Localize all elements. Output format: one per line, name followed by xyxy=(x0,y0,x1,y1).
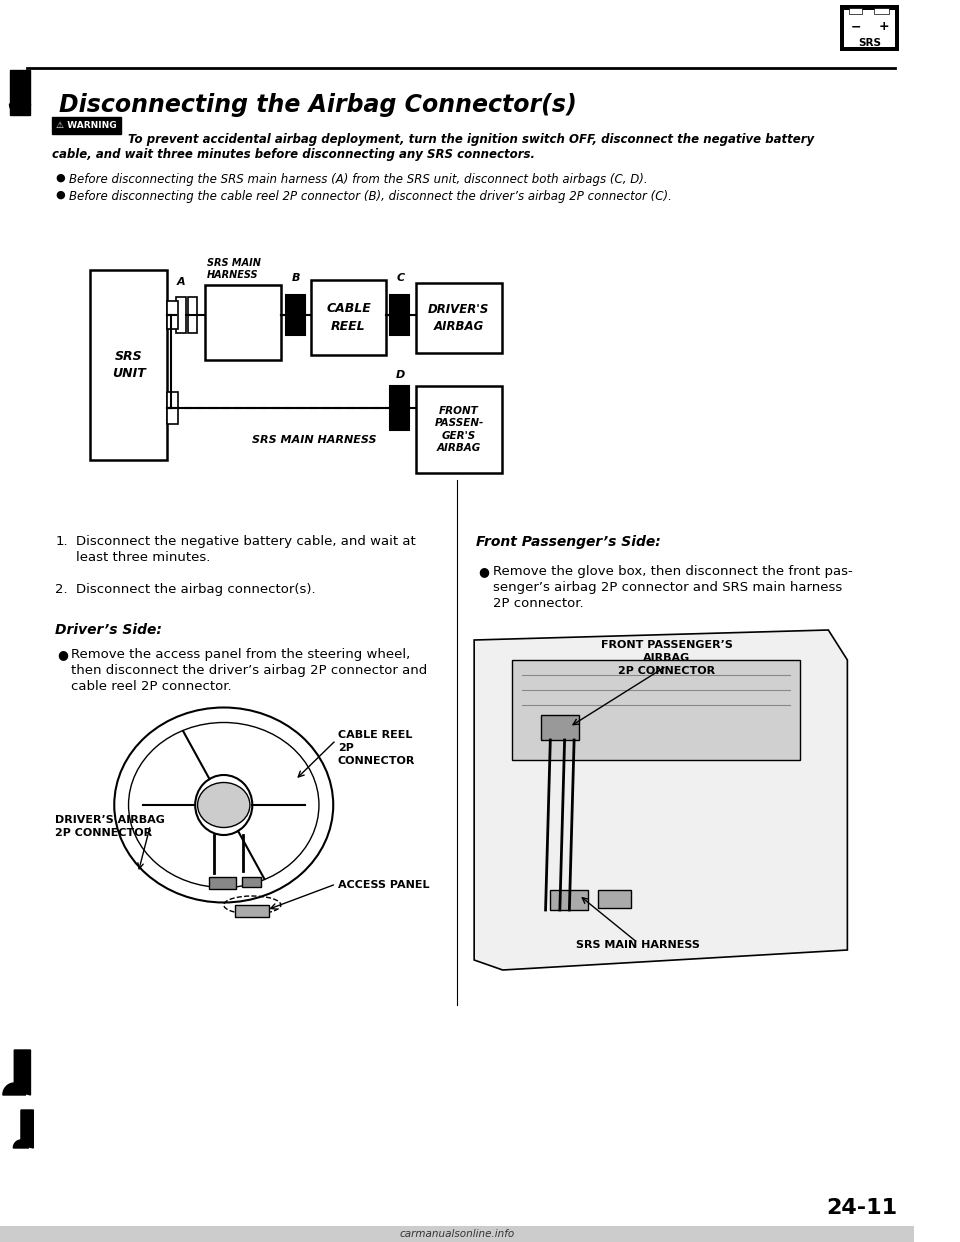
Text: Front Passenger’s Side:: Front Passenger’s Side: xyxy=(476,535,660,549)
Text: B: B xyxy=(292,273,300,283)
Polygon shape xyxy=(14,1049,31,1095)
Text: Disconnecting the Airbag Connector(s): Disconnecting the Airbag Connector(s) xyxy=(59,93,577,117)
Ellipse shape xyxy=(198,782,250,827)
Bar xyxy=(209,877,236,889)
Text: CABLE
REEL: CABLE REEL xyxy=(326,303,371,333)
Bar xyxy=(513,660,800,760)
Bar xyxy=(416,283,502,353)
Text: D: D xyxy=(396,370,405,380)
Bar xyxy=(401,386,409,430)
Text: SRS
UNIT: SRS UNIT xyxy=(111,350,145,380)
Text: least three minutes.: least three minutes. xyxy=(76,551,210,564)
Bar xyxy=(296,296,304,335)
Bar xyxy=(235,905,270,917)
Text: FRONT PASSENGER’S: FRONT PASSENGER’S xyxy=(601,640,732,650)
Text: then disconnect the driver’s airbag 2P connector and: then disconnect the driver’s airbag 2P c… xyxy=(71,664,427,677)
Text: Disconnect the airbag connector(s).: Disconnect the airbag connector(s). xyxy=(76,582,316,596)
Text: DRIVER'S
AIRBAG: DRIVER'S AIRBAG xyxy=(428,303,490,333)
Text: senger’s airbag 2P connector and SRS main harness: senger’s airbag 2P connector and SRS mai… xyxy=(493,581,843,594)
Bar xyxy=(167,301,178,329)
Bar xyxy=(204,284,281,360)
Text: 24-11: 24-11 xyxy=(827,1199,898,1218)
Bar xyxy=(53,117,121,134)
Text: SRS MAIN HARNESS: SRS MAIN HARNESS xyxy=(576,940,700,950)
Bar xyxy=(550,891,588,910)
Bar xyxy=(10,70,31,116)
Text: SRS MAIN HARNESS: SRS MAIN HARNESS xyxy=(252,435,376,445)
Text: Disconnect the negative battery cable, and wait at: Disconnect the negative battery cable, a… xyxy=(76,535,416,548)
Bar xyxy=(391,296,399,335)
Text: FRONT
PASSEN-
GER'S
AIRBAG: FRONT PASSEN- GER'S AIRBAG xyxy=(434,406,484,453)
Bar xyxy=(874,7,889,14)
Text: ⚠ WARNING: ⚠ WARNING xyxy=(57,120,117,130)
Text: 2.: 2. xyxy=(56,582,68,596)
Polygon shape xyxy=(474,630,848,970)
Bar xyxy=(416,386,502,473)
Text: +: + xyxy=(878,21,889,34)
Bar xyxy=(311,279,386,355)
Text: 2P connector.: 2P connector. xyxy=(493,597,584,610)
Bar xyxy=(0,1226,914,1242)
Text: CONNECTOR: CONNECTOR xyxy=(338,756,416,766)
Text: cable, and wait three minutes before disconnecting any SRS connectors.: cable, and wait three minutes before dis… xyxy=(53,148,536,161)
Text: ●: ● xyxy=(56,173,65,183)
Bar xyxy=(844,10,895,47)
Text: ●: ● xyxy=(56,190,65,200)
Polygon shape xyxy=(10,104,31,116)
Text: AIRBAG: AIRBAG xyxy=(643,653,690,663)
Polygon shape xyxy=(21,1110,34,1148)
Text: ACCESS PANEL: ACCESS PANEL xyxy=(338,881,429,891)
Bar xyxy=(850,7,862,14)
Text: ●: ● xyxy=(478,565,489,578)
Text: 2P: 2P xyxy=(338,743,354,753)
Bar xyxy=(242,877,261,887)
Text: 2P CONNECTOR: 2P CONNECTOR xyxy=(56,828,153,838)
Bar xyxy=(286,296,294,335)
Text: CABLE REEL: CABLE REEL xyxy=(338,730,413,740)
Text: 1.: 1. xyxy=(56,535,68,548)
Text: cable reel 2P connector.: cable reel 2P connector. xyxy=(71,681,232,693)
Text: Before disconnecting the SRS main harness (A) from the SRS unit, disconnect both: Before disconnecting the SRS main harnes… xyxy=(68,173,647,186)
Bar xyxy=(391,386,399,430)
Bar xyxy=(598,891,632,908)
Polygon shape xyxy=(3,1083,26,1095)
Bar xyxy=(840,5,899,51)
Bar xyxy=(187,297,197,333)
Text: Remove the access panel from the steering wheel,: Remove the access panel from the steerin… xyxy=(71,648,411,661)
Text: SRS: SRS xyxy=(858,39,880,48)
Bar xyxy=(90,270,167,460)
Bar xyxy=(401,296,409,335)
Bar xyxy=(540,715,579,740)
Text: ●: ● xyxy=(58,648,68,661)
Text: To prevent accidental airbag deployment, turn the ignition switch OFF, disconnec: To prevent accidental airbag deployment,… xyxy=(128,133,814,147)
Text: Driver’s Side:: Driver’s Side: xyxy=(56,623,162,637)
Bar xyxy=(176,297,185,333)
Text: −: − xyxy=(851,21,861,34)
Bar xyxy=(167,392,178,424)
Polygon shape xyxy=(13,1140,29,1148)
Text: DRIVER’S AIRBAG: DRIVER’S AIRBAG xyxy=(56,815,165,825)
Text: A: A xyxy=(177,277,185,287)
Text: 2P CONNECTOR: 2P CONNECTOR xyxy=(618,666,715,676)
Text: Remove the glove box, then disconnect the front pas-: Remove the glove box, then disconnect th… xyxy=(493,565,852,578)
Text: carmanualsonline.info: carmanualsonline.info xyxy=(399,1230,515,1240)
Text: C: C xyxy=(396,273,405,283)
Text: SRS MAIN
HARNESS: SRS MAIN HARNESS xyxy=(206,257,260,279)
Text: Before disconnecting the cable reel 2P connector (B), disconnect the driver’s ai: Before disconnecting the cable reel 2P c… xyxy=(68,190,671,202)
